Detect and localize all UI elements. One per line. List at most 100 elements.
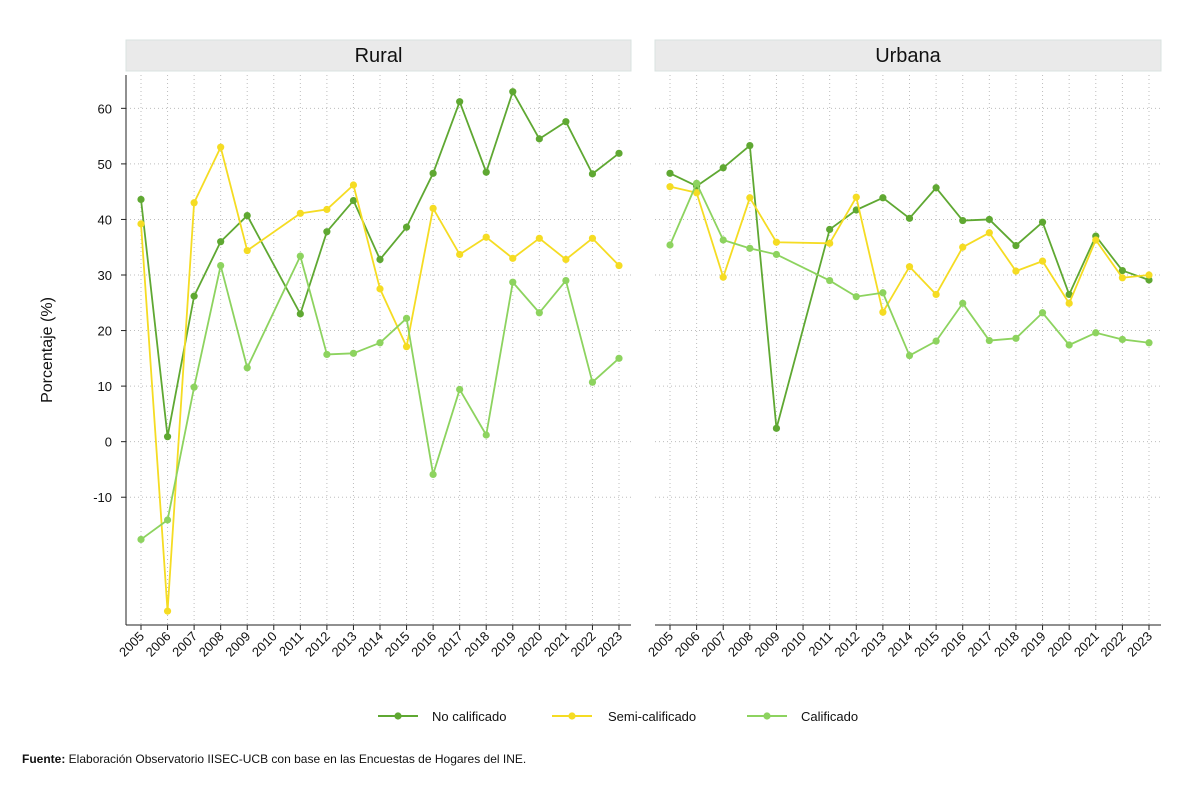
data-point bbox=[535, 309, 543, 317]
data-point bbox=[296, 310, 304, 318]
x-tick-label: 2023 bbox=[1124, 629, 1155, 660]
x-tick-label: 2019 bbox=[1018, 629, 1049, 660]
panel-title: Rural bbox=[355, 45, 403, 67]
y-tick-label: 30 bbox=[98, 268, 112, 283]
x-tick-label: 2005 bbox=[645, 629, 676, 660]
data-point bbox=[959, 299, 967, 307]
data-point bbox=[376, 255, 384, 264]
data-point bbox=[137, 195, 145, 204]
data-point bbox=[826, 276, 834, 285]
x-tick-label: 2017 bbox=[964, 629, 995, 660]
data-point bbox=[746, 194, 754, 202]
legend-marker bbox=[568, 712, 576, 720]
x-tick-label: 2013 bbox=[329, 629, 360, 660]
x-tick-label: 2005 bbox=[116, 629, 147, 660]
series-line bbox=[140, 146, 620, 613]
data-point bbox=[243, 211, 251, 220]
data-point bbox=[615, 354, 623, 362]
data-point bbox=[217, 238, 225, 246]
data-point bbox=[1145, 271, 1153, 279]
source-text: Elaboración Observatorio IISEC-UCB con b… bbox=[65, 752, 527, 766]
data-point bbox=[959, 243, 967, 251]
data-point bbox=[509, 278, 517, 286]
data-point bbox=[932, 184, 940, 192]
panel-title-strip bbox=[654, 39, 1162, 72]
y-tick-label: 50 bbox=[98, 157, 112, 172]
data-point bbox=[163, 607, 172, 615]
data-point bbox=[323, 350, 331, 359]
data-point bbox=[429, 204, 437, 212]
x-tick-label: 2021 bbox=[541, 629, 572, 660]
y-tick-label: 40 bbox=[98, 212, 112, 227]
series-no-calificado bbox=[666, 141, 1153, 432]
data-point bbox=[482, 168, 490, 176]
data-point bbox=[1092, 236, 1100, 244]
data-point bbox=[615, 261, 623, 270]
data-point bbox=[349, 181, 358, 189]
data-point bbox=[217, 143, 225, 151]
data-point bbox=[746, 141, 754, 150]
data-point bbox=[509, 254, 517, 262]
x-tick-label: 2007 bbox=[169, 629, 200, 660]
data-point bbox=[163, 516, 172, 524]
data-point bbox=[719, 236, 727, 244]
legend-label: Calificado bbox=[801, 709, 858, 724]
data-point bbox=[562, 118, 570, 126]
x-tick-label: 2019 bbox=[488, 629, 519, 660]
data-point bbox=[588, 378, 597, 386]
data-point bbox=[456, 98, 464, 106]
data-point bbox=[402, 343, 411, 351]
data-point bbox=[535, 135, 543, 143]
x-tick-label: 2011 bbox=[805, 629, 835, 659]
data-point bbox=[826, 239, 834, 247]
x-tick-label: 2006 bbox=[143, 629, 174, 660]
x-tick-label: 2016 bbox=[408, 629, 439, 660]
data-point bbox=[693, 179, 701, 187]
data-point bbox=[190, 199, 198, 207]
data-point bbox=[1012, 241, 1020, 250]
data-point bbox=[772, 250, 781, 259]
data-point bbox=[985, 336, 993, 345]
x-tick-label: 2014 bbox=[355, 629, 386, 660]
y-tick-label: 20 bbox=[98, 324, 112, 339]
data-point bbox=[323, 205, 331, 214]
x-tick-label: 2010 bbox=[778, 629, 809, 660]
data-point bbox=[1092, 329, 1100, 337]
data-point bbox=[826, 225, 834, 234]
y-tick-label: 0 bbox=[105, 435, 112, 450]
x-tick-label: 2022 bbox=[1097, 629, 1128, 660]
data-point bbox=[402, 223, 411, 231]
x-tick-label: 2018 bbox=[461, 629, 492, 660]
data-point bbox=[1038, 309, 1047, 317]
data-point bbox=[429, 169, 437, 177]
legend-item: No calificado bbox=[378, 709, 506, 724]
panel-urbana: Urbana2005200620072008200920102011201220… bbox=[645, 39, 1162, 660]
data-point bbox=[959, 216, 967, 225]
data-point bbox=[772, 238, 781, 246]
data-point bbox=[535, 234, 543, 242]
x-tick-label: 2009 bbox=[222, 629, 253, 660]
data-point bbox=[985, 215, 993, 224]
x-tick-label: 2017 bbox=[435, 629, 466, 660]
data-point bbox=[243, 246, 251, 255]
data-point bbox=[1012, 334, 1020, 342]
x-tick-label: 2012 bbox=[302, 629, 333, 660]
data-point bbox=[1065, 299, 1073, 307]
data-point bbox=[429, 470, 437, 479]
data-point bbox=[985, 229, 993, 237]
data-point bbox=[376, 339, 384, 347]
panel-title-strip bbox=[125, 39, 632, 72]
data-point bbox=[509, 88, 517, 96]
data-point bbox=[402, 314, 411, 322]
data-point bbox=[1038, 218, 1047, 226]
x-tick-label: 2012 bbox=[831, 629, 862, 660]
data-point bbox=[296, 209, 304, 217]
data-point bbox=[137, 535, 145, 544]
data-point bbox=[666, 183, 674, 191]
data-point bbox=[772, 424, 781, 432]
x-tick-label: 2015 bbox=[911, 629, 942, 660]
data-point bbox=[719, 164, 727, 172]
x-tick-label: 2008 bbox=[725, 629, 756, 660]
data-point bbox=[243, 364, 251, 372]
source-note: Fuente: Elaboración Observatorio IISEC-U… bbox=[22, 752, 526, 766]
